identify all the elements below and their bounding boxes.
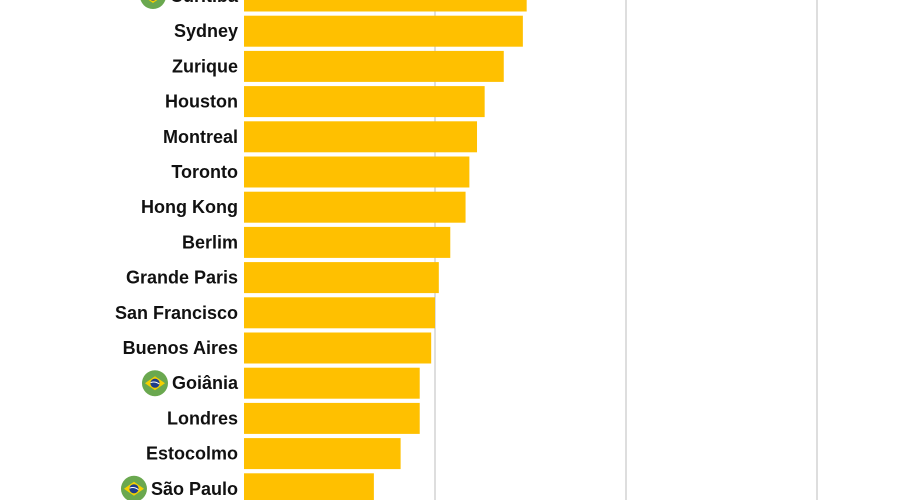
category-label: Houston: [165, 92, 238, 112]
category-labels: Curitiba Sydney Zurique Houston Montreal Toro…: [115, 0, 239, 500]
bar: [244, 367, 420, 399]
bars: [244, 0, 527, 500]
bar: [244, 15, 523, 47]
category-label: Grande Paris: [126, 268, 238, 288]
bar: [244, 402, 420, 434]
bar: [244, 0, 527, 12]
bar: [244, 191, 466, 223]
category-label: Montreal: [163, 127, 238, 147]
bar: [244, 86, 485, 118]
category-label: Sydney: [174, 21, 238, 41]
bar: [244, 226, 451, 258]
category-label: Buenos Aires: [123, 338, 238, 358]
category-label: San Francisco: [115, 303, 238, 323]
category-label: Toronto: [171, 162, 238, 182]
bar: [244, 297, 435, 329]
brazil-flag-icon: [141, 370, 168, 397]
bar: [244, 156, 470, 188]
category-label: Londres: [167, 408, 238, 428]
bar: [244, 473, 374, 500]
category-label: Berlim: [182, 232, 238, 252]
brazil-flag-icon: [120, 475, 147, 500]
bar: [244, 50, 504, 82]
category-label: Hong Kong: [141, 197, 238, 217]
category-label: Estocolmo: [146, 444, 238, 464]
category-label: Curitiba: [170, 0, 239, 6]
bar: [244, 262, 439, 294]
bar: [244, 121, 478, 153]
bar: [244, 332, 432, 364]
category-label: Zurique: [172, 56, 238, 76]
brazil-flag-icon: [140, 0, 166, 9]
bar: [244, 438, 401, 470]
category-label: São Paulo: [151, 479, 238, 499]
category-label: Goiânia: [172, 373, 239, 393]
